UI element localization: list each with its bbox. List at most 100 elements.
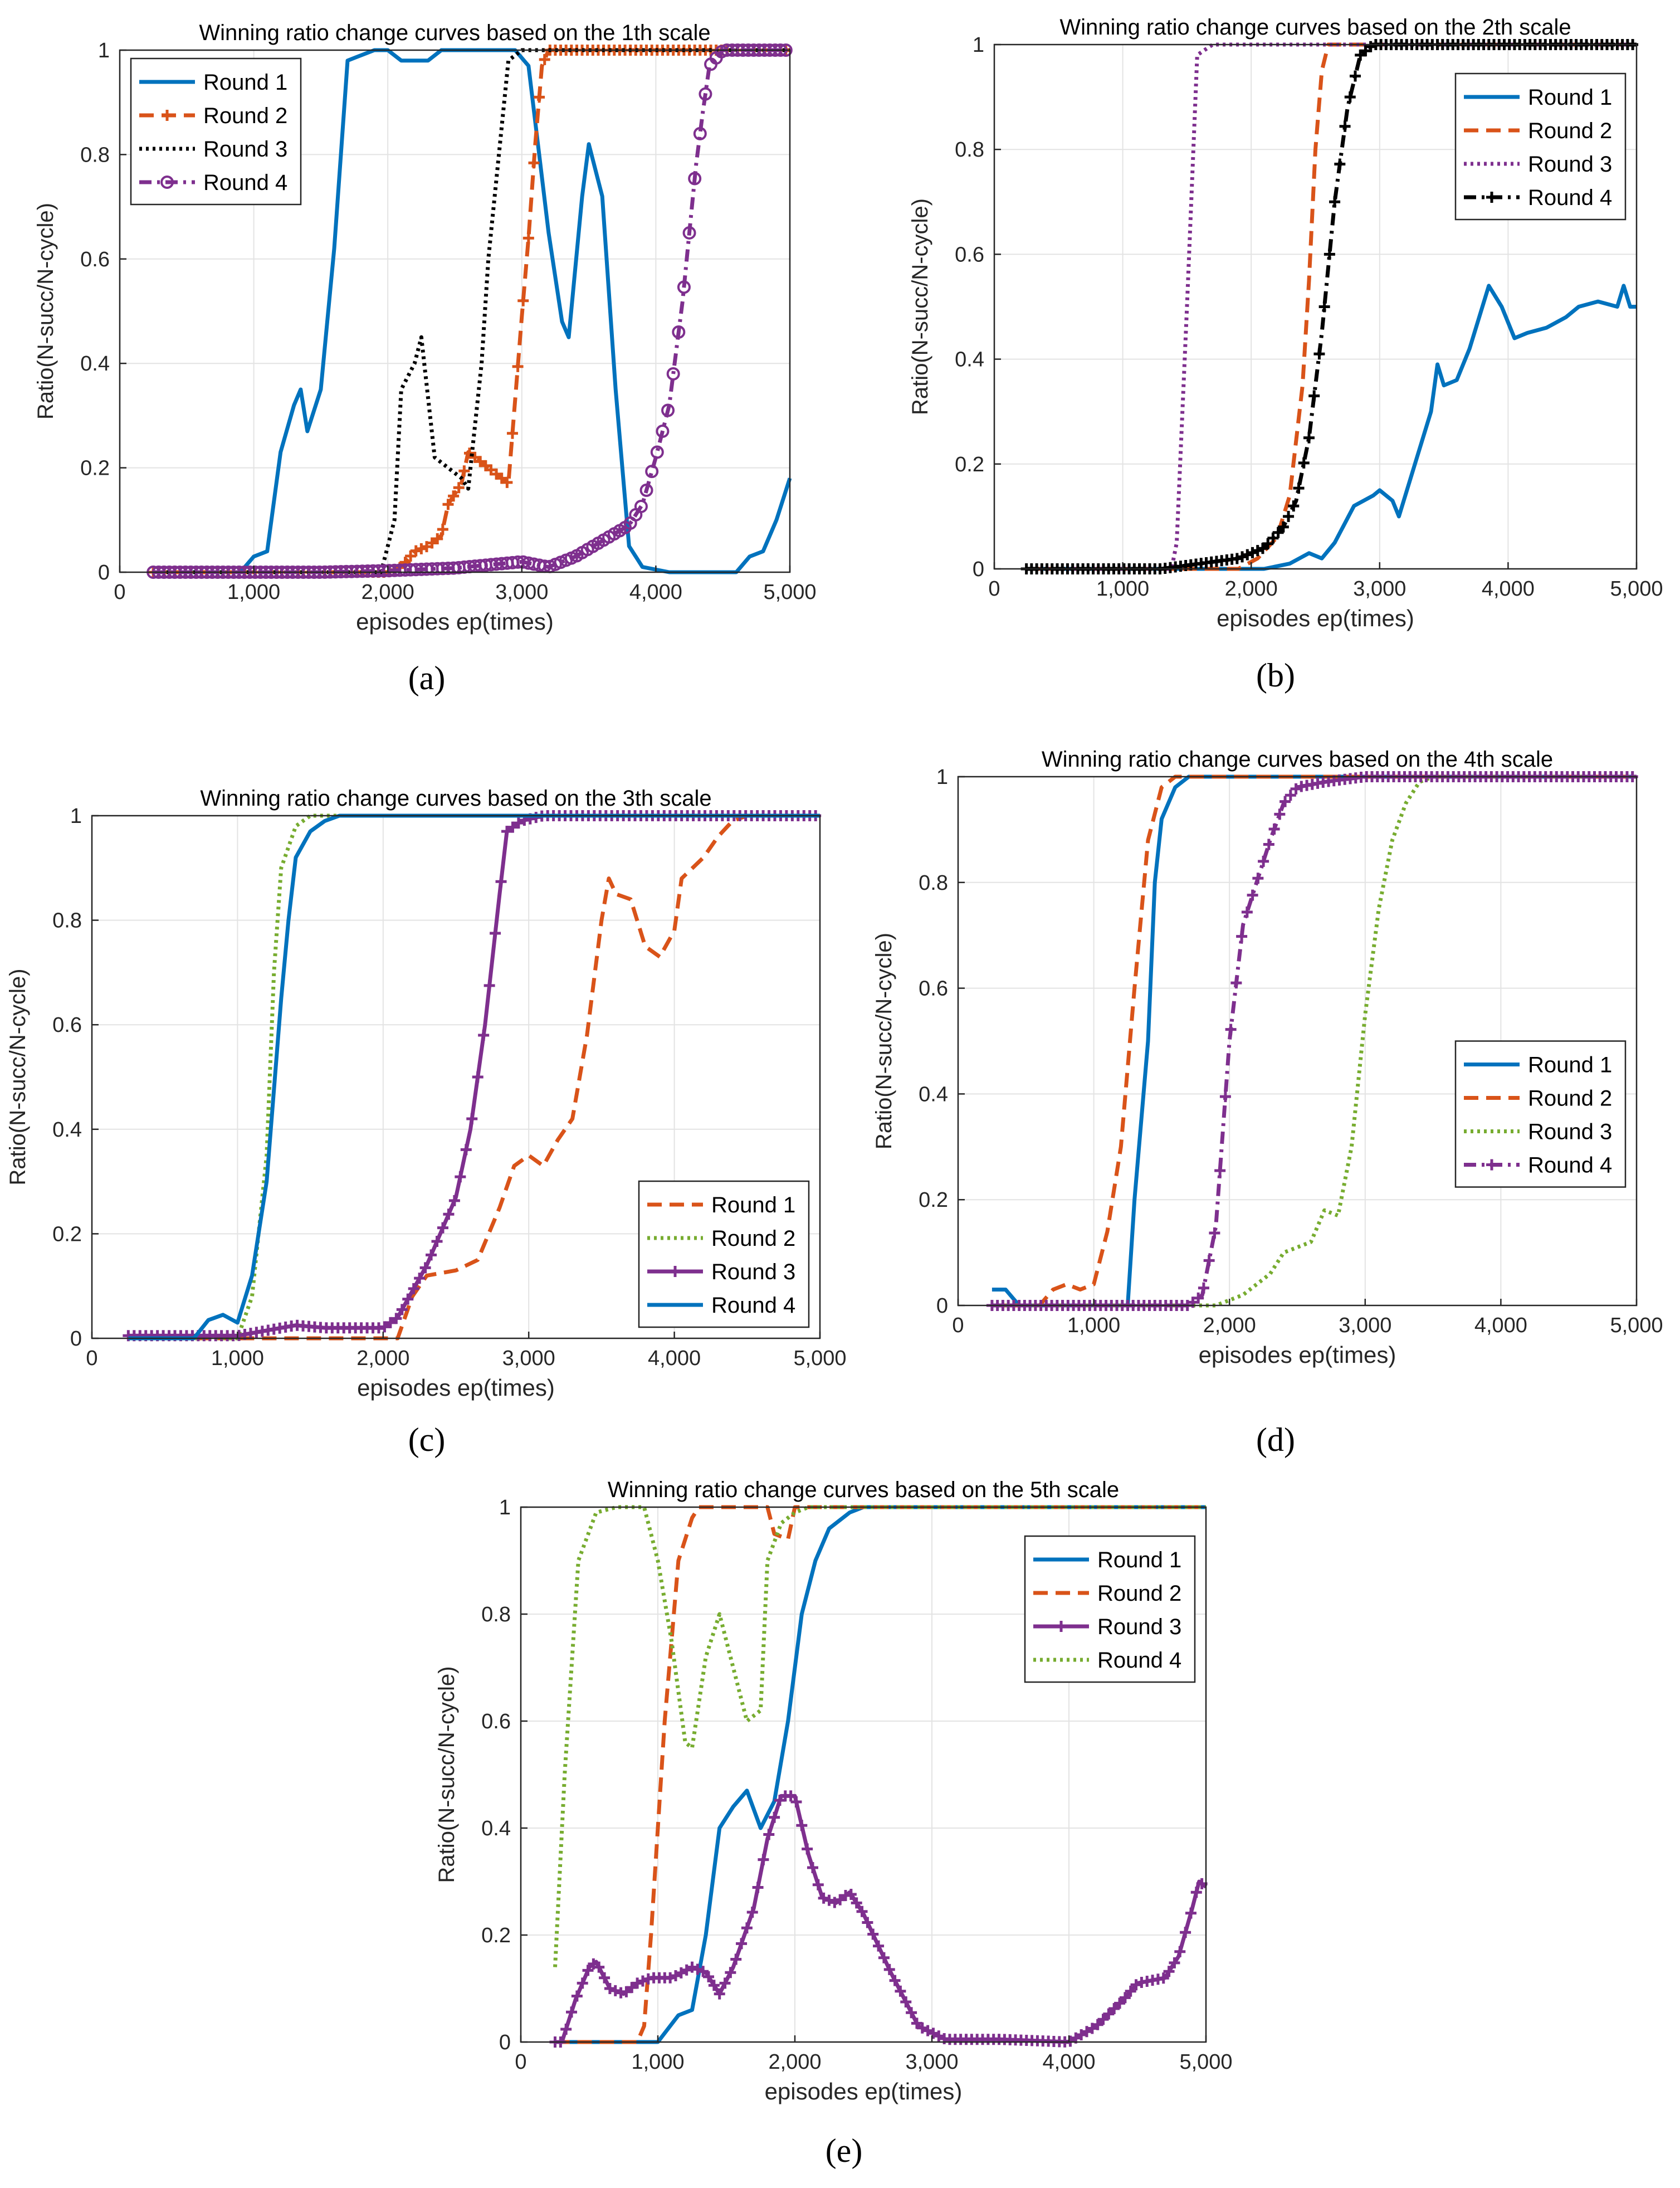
series-marker xyxy=(566,2006,578,2018)
panel-caption: (e) xyxy=(826,2132,863,2169)
series-line-3 xyxy=(1026,42,1637,571)
series-marker xyxy=(1190,1887,1202,1898)
series-marker xyxy=(437,524,448,535)
series-marker xyxy=(1242,549,1253,561)
series-marker xyxy=(1349,70,1361,82)
series-marker xyxy=(396,1304,408,1315)
series-line-2 xyxy=(992,774,1637,1308)
series-marker xyxy=(650,445,664,459)
series-marker xyxy=(895,1985,906,1997)
legend-label: Round 2 xyxy=(203,104,287,128)
series-marker xyxy=(758,1854,769,1865)
series-marker xyxy=(697,1966,709,1977)
series-marker xyxy=(1214,1165,1226,1176)
panel-caption: (d) xyxy=(1256,1421,1295,1458)
series-marker xyxy=(426,1249,437,1261)
y-tick-label: 0.8 xyxy=(919,871,948,895)
x-tick-label: 1,000 xyxy=(211,1347,264,1370)
series-marker xyxy=(682,226,696,240)
series-marker xyxy=(632,1977,643,1989)
series-marker xyxy=(1119,1992,1131,2004)
y-tick-label: 0.8 xyxy=(481,1603,511,1626)
x-tick-label: 2,000 xyxy=(768,2050,821,2074)
series-marker xyxy=(1334,158,1346,170)
series-marker xyxy=(1329,196,1341,208)
x-tick-label: 4,000 xyxy=(629,581,682,604)
series-marker xyxy=(1241,906,1253,918)
series-marker xyxy=(460,1144,472,1156)
series-marker xyxy=(708,1980,720,1991)
series-marker xyxy=(812,1879,824,1890)
series-marker xyxy=(560,2023,572,2035)
y-axis-label: Ratio(N-succ/N-cycle) xyxy=(434,1666,459,1883)
legend-label: Round 1 xyxy=(711,1193,795,1217)
y-tick-label: 0.4 xyxy=(52,1118,82,1142)
x-tick-label: 5,000 xyxy=(1179,2050,1232,2074)
legend-label: Round 2 xyxy=(1528,119,1612,143)
series-marker xyxy=(604,1983,616,1994)
x-tick-label: 2,000 xyxy=(356,1347,409,1370)
series-marker xyxy=(818,1892,829,1904)
x-tick-label: 1,000 xyxy=(227,581,280,604)
series-marker xyxy=(405,550,417,562)
series-marker xyxy=(437,1222,448,1234)
series-marker xyxy=(1308,390,1320,402)
x-tick-label: 4,000 xyxy=(1042,2050,1095,2074)
series-marker xyxy=(785,1790,797,1802)
x-tick-label: 3,000 xyxy=(1353,577,1406,601)
series-marker xyxy=(1262,538,1274,549)
legend-label: Round 4 xyxy=(203,170,287,195)
series-marker xyxy=(796,1820,808,1831)
series-marker xyxy=(1230,977,1242,989)
series-marker xyxy=(1108,2003,1120,2014)
series-marker xyxy=(501,826,512,837)
series-marker xyxy=(442,499,454,510)
series-marker xyxy=(1125,1985,1136,1997)
x-tick-label: 2,000 xyxy=(1203,1314,1256,1337)
series-marker xyxy=(528,157,540,169)
y-tick-label: 0.6 xyxy=(919,977,948,1001)
series-marker xyxy=(1236,930,1248,942)
chart-title: Winning ratio change curves based on the… xyxy=(1042,747,1553,772)
legend-label: Round 4 xyxy=(1097,1648,1181,1673)
series-marker xyxy=(693,126,707,140)
series-marker xyxy=(458,465,470,477)
series-marker xyxy=(455,1171,466,1183)
series-marker xyxy=(1180,1927,1191,1938)
series-line-4 xyxy=(1026,42,1637,571)
x-tick-label: 3,000 xyxy=(502,1347,555,1370)
series-marker xyxy=(512,817,524,829)
x-tick-label: 4,000 xyxy=(1474,1314,1527,1337)
series-marker xyxy=(1339,120,1351,132)
series-marker xyxy=(599,1972,611,1984)
series-line-4 xyxy=(553,1505,1206,1967)
series-marker xyxy=(1163,1966,1175,1977)
series-marker xyxy=(900,1996,912,2007)
y-tick-label: 0.2 xyxy=(481,1924,511,1947)
y-tick-label: 0 xyxy=(499,2031,511,2054)
series-line-1 xyxy=(128,813,820,1341)
x-tick-label: 0 xyxy=(515,2050,526,2074)
legend-label: Round 2 xyxy=(1528,1086,1612,1111)
y-tick-label: 0.4 xyxy=(481,1817,511,1840)
series-marker xyxy=(688,172,702,186)
y-tick-label: 0 xyxy=(936,1294,948,1318)
x-tick-label: 0 xyxy=(86,1347,97,1370)
y-tick-label: 0.2 xyxy=(955,453,984,476)
series-marker xyxy=(889,1975,901,1986)
y-axis-label: Ratio(N-succ/N-cycle) xyxy=(6,969,30,1186)
chart-title: Winning ratio change curves based on the… xyxy=(1059,15,1571,40)
series-marker xyxy=(582,1965,594,1976)
series-marker xyxy=(823,1894,835,1906)
series-marker xyxy=(807,1862,818,1874)
series-marker xyxy=(1313,348,1325,360)
x-tick-label: 1,000 xyxy=(631,2050,684,2074)
series-marker xyxy=(1219,1091,1231,1103)
series-marker xyxy=(484,980,495,991)
series-marker xyxy=(656,425,670,438)
series-marker xyxy=(408,1283,419,1294)
series-marker xyxy=(1203,1255,1215,1266)
series-line-1 xyxy=(555,1505,1206,2044)
series-marker xyxy=(746,1907,758,1918)
series-marker xyxy=(384,1317,396,1328)
